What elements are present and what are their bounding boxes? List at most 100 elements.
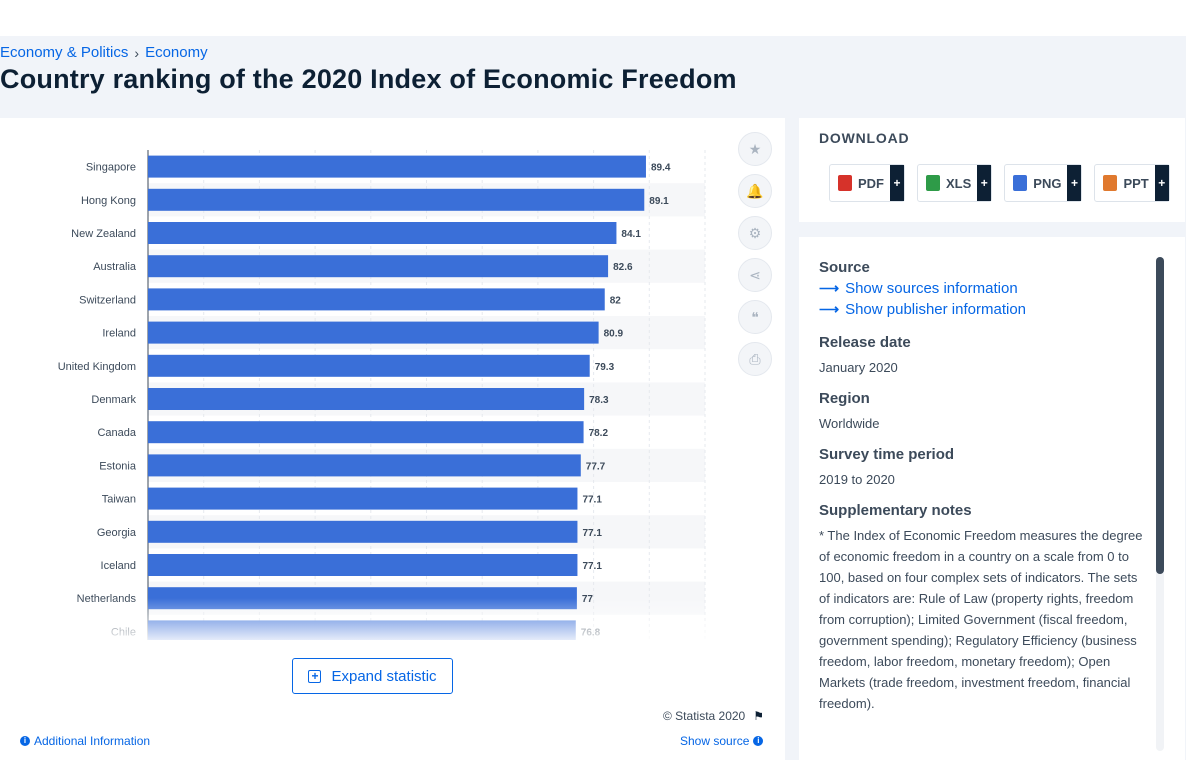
bar[interactable] [148,288,605,311]
png-file-icon [1013,175,1028,191]
breadcrumb-economy[interactable]: Economy [145,44,208,61]
download-plus-icon[interactable]: + [890,165,904,201]
bar[interactable] [148,388,585,410]
category-label: Denmark [91,394,136,406]
download-plus-icon[interactable]: + [977,165,992,201]
source-heading: Source [819,259,870,276]
data-label: 89.4 [651,163,671,174]
flag-icon[interactable]: ⚑ [753,709,764,723]
notification-bell-icon[interactable]: 🔔 [738,174,772,208]
arrow-right-icon: ⟶ [819,280,840,296]
data-label: 82.6 [613,262,633,273]
bar[interactable] [148,155,646,178]
details-scrollbar-thumb[interactable] [1156,257,1164,574]
download-png-button[interactable]: PNG + [1004,164,1083,202]
download-plus-icon[interactable]: + [1067,165,1082,201]
download-xls-button[interactable]: XLS + [917,164,993,202]
category-label: Netherlands [77,593,137,605]
download-pdf-button[interactable]: PDF + [829,164,905,202]
category-label: New Zealand [71,228,136,240]
release-date-heading: Release date [819,334,911,351]
bar-chart: Singapore 89.4 Hong Kong 89.1 New Zealand 84.… [58,150,706,640]
category-label: Switzerland [79,294,136,306]
xls-file-icon [926,175,940,191]
category-label: Chile [111,626,136,638]
data-label: 77.7 [586,461,606,472]
show-source-label: Show source [680,734,750,748]
top-bar [0,0,1186,36]
ppt-file-icon [1103,175,1118,191]
region-value: Worldwide [819,416,880,431]
info-icon: i [20,736,30,746]
data-label: 84.1 [621,229,641,240]
page-title: Country ranking of the 2020 Index of Eco… [0,64,737,94]
show-source-link[interactable]: Show source i [680,734,764,748]
breadcrumb-economy-politics[interactable]: Economy & Politics [0,44,129,61]
expand-plus-icon: + [308,669,322,683]
bar[interactable] [148,454,581,477]
data-label: 80.9 [604,329,624,340]
show-publisher-link[interactable]: ⟶ Show publisher information [819,301,1149,318]
bar[interactable] [148,321,599,344]
bar[interactable] [148,520,578,543]
download-buttons: PDF + XLS + PNG + PPT + [829,164,1170,202]
bar[interactable] [148,222,617,244]
bar[interactable] [148,354,590,377]
category-label: Ireland [102,328,136,340]
print-icon[interactable]: ⎙ [738,342,772,376]
additional-information-label: Additional Information [34,734,151,748]
statistic-details-panel: Source ⟶ Show sources information ⟶ Show… [799,237,1185,760]
download-plus-icon[interactable]: + [1154,165,1169,201]
supplementary-notes-heading: Supplementary notes [819,502,972,519]
data-label: 78.2 [589,428,609,439]
download-panel: DOWNLOAD PDF + XLS + PNG + PPT + [799,118,1185,222]
download-format-label: PPT [1123,175,1149,191]
settings-gear-icon[interactable]: ⚙ [738,216,772,250]
share-icon[interactable]: ⋖ [738,258,772,292]
favorite-star-icon[interactable]: ★ [738,132,772,166]
copyright-text: © Statista 2020 [663,709,746,723]
survey-period-value: 2019 to 2020 [819,472,895,487]
release-date-value: January 2020 [819,360,898,375]
show-publisher-label: Show publisher information [845,301,1027,318]
download-format-label: XLS [946,175,972,191]
download-title: DOWNLOAD [819,130,910,146]
bar[interactable] [148,421,584,444]
download-format-label: PDF [858,175,884,191]
data-label: 78.3 [589,395,609,406]
data-label: 76.8 [581,627,601,638]
data-label: 77 [582,594,594,605]
category-label: Australia [93,261,137,273]
additional-information-link[interactable]: i Additional Information [20,734,150,748]
expand-label: Expand statistic [331,667,437,685]
supplementary-notes-value: * The Index of Economic Freedom measures… [819,528,1143,711]
details-content: Source ⟶ Show sources information ⟶ Show… [819,259,1149,714]
category-label: Singapore [86,162,136,174]
show-sources-link[interactable]: ⟶ Show sources information [819,280,1149,297]
breadcrumb-separator: › [134,44,140,61]
category-label: Hong Kong [81,195,136,207]
data-label: 79.3 [595,362,615,373]
category-label: Iceland [101,560,136,572]
category-label: Estonia [99,460,137,472]
download-format-label: PNG [1033,175,1062,191]
bar[interactable] [148,587,577,610]
bar[interactable] [148,620,576,640]
bar[interactable] [148,554,578,576]
cite-quote-icon[interactable]: ❝ [738,300,772,334]
bar[interactable] [148,188,645,211]
category-label: Georgia [97,527,137,539]
info-icon: i [753,736,764,746]
bar[interactable] [148,255,609,278]
show-sources-label: Show sources information [845,280,1018,297]
category-label: Taiwan [102,494,136,506]
expand-statistic-button[interactable]: + Expand statistic [292,658,453,694]
bar[interactable] [148,487,578,510]
pdf-file-icon [838,175,852,191]
chart-tools: ★ 🔔 ⚙ ⋖ ❝ ⎙ [738,132,772,384]
category-label: United Kingdom [58,361,136,373]
data-label: 89.1 [649,196,669,207]
breadcrumb: Economy & Politics › Economy [0,44,208,61]
download-ppt-button[interactable]: PPT + [1094,164,1170,202]
arrow-right-icon: ⟶ [819,301,840,317]
